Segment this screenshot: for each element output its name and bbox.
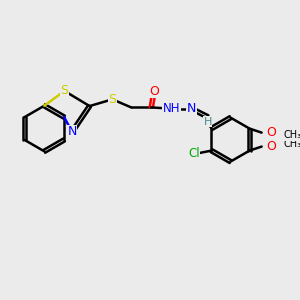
Text: O: O: [266, 140, 276, 153]
Text: S: S: [108, 93, 116, 106]
Text: N: N: [68, 125, 77, 138]
Text: O: O: [149, 85, 159, 98]
Text: CH₃: CH₃: [283, 130, 300, 140]
Text: N: N: [187, 102, 196, 115]
Text: H: H: [203, 117, 212, 127]
Text: Cl: Cl: [188, 147, 200, 160]
Text: S: S: [61, 85, 68, 98]
Text: NH: NH: [163, 102, 180, 115]
Text: O: O: [266, 126, 276, 139]
Text: CH₃: CH₃: [283, 139, 300, 149]
